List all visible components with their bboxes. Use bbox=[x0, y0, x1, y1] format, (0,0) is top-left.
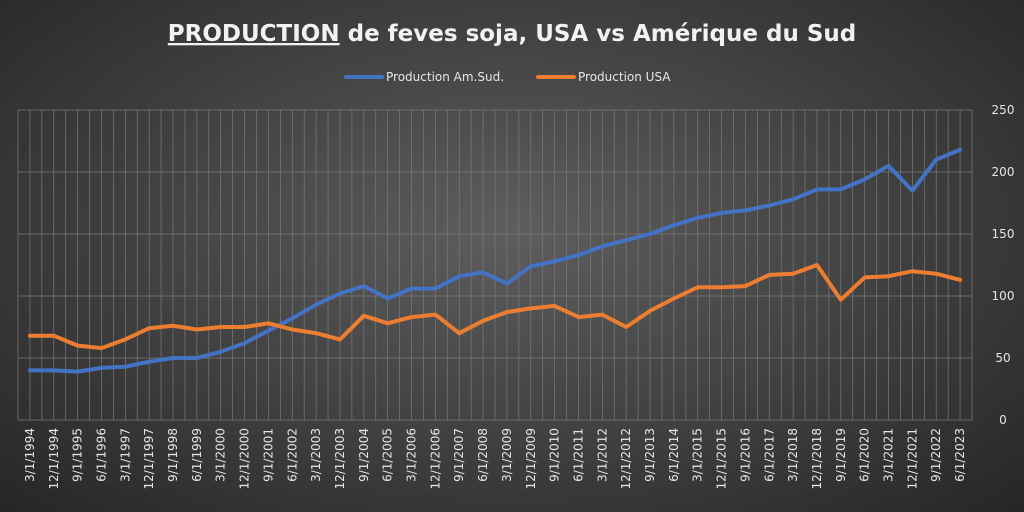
x-tick-label: 3/1/2000 bbox=[214, 428, 228, 482]
x-tick-label: 3/1/1994 bbox=[23, 428, 37, 482]
x-tick-label: 12/1/2003 bbox=[333, 428, 347, 490]
x-tick-label: 9/1/1995 bbox=[71, 428, 85, 482]
x-tick-label: 6/1/2002 bbox=[285, 428, 299, 482]
x-tick-label: 6/1/2014 bbox=[667, 428, 681, 482]
x-axis: 3/1/1994 12/1/1994 9/1/1995 6/1/1996 3/1/199… bbox=[23, 428, 967, 490]
x-tick-label: 3/1/2015 bbox=[691, 428, 705, 482]
x-tick-label: 6/1/1996 bbox=[94, 428, 108, 482]
y-tick-label: 150 bbox=[992, 227, 1015, 241]
x-tick-label: 6/1/2005 bbox=[381, 428, 395, 482]
x-tick-label: 12/1/2009 bbox=[524, 428, 538, 490]
plot-area bbox=[27, 147, 963, 374]
chart-title-main: PRODUCTION bbox=[168, 21, 340, 47]
grid bbox=[17, 109, 973, 421]
chart-title: PRODUCTION de feves soja, USA vs Amériqu… bbox=[168, 21, 856, 47]
x-tick-label: 9/1/2022 bbox=[929, 428, 943, 482]
x-tick-label: 3/1/2006 bbox=[405, 428, 419, 482]
x-tick-label: 9/1/2019 bbox=[834, 428, 848, 482]
x-tick-label: 12/1/2018 bbox=[810, 428, 824, 490]
x-tick-label: 3/1/2003 bbox=[309, 428, 323, 482]
y-axis: 0 50 100 150 200 250 bbox=[992, 103, 1015, 427]
x-tick-label: 3/1/2018 bbox=[786, 428, 800, 482]
x-tick-label: 9/1/2010 bbox=[548, 428, 562, 482]
y-tick-label: 250 bbox=[992, 103, 1015, 117]
x-tick-label: 12/1/2012 bbox=[619, 428, 633, 490]
x-tick-label: 9/1/2016 bbox=[738, 428, 752, 482]
series-line-usa bbox=[27, 263, 963, 351]
y-tick-label: 0 bbox=[999, 413, 1007, 427]
x-tick-label: 12/1/2006 bbox=[428, 428, 442, 490]
x-tick-label: 3/1/1997 bbox=[118, 428, 132, 482]
x-tick-label: 9/1/2001 bbox=[261, 428, 275, 482]
x-tick-label: 6/1/2011 bbox=[571, 428, 585, 482]
x-tick-label: 3/1/2009 bbox=[500, 428, 514, 482]
x-tick-label: 3/1/2021 bbox=[882, 428, 896, 482]
x-tick-label: 9/1/2013 bbox=[643, 428, 657, 482]
x-tick-label: 9/1/2004 bbox=[357, 428, 371, 482]
x-tick-label: 12/1/1997 bbox=[142, 428, 156, 490]
y-tick-label: 100 bbox=[992, 289, 1015, 303]
x-tick-label: 9/1/1998 bbox=[166, 428, 180, 482]
x-tick-label: 6/1/2017 bbox=[762, 428, 776, 482]
x-tick-label: 6/1/1999 bbox=[190, 428, 204, 482]
y-tick-label: 200 bbox=[992, 165, 1015, 179]
x-tick-label: 12/1/2015 bbox=[715, 428, 729, 490]
y-tick-label: 50 bbox=[995, 351, 1010, 365]
x-tick-label: 9/1/2007 bbox=[452, 428, 466, 482]
chart-title-rest: de feves soja, USA vs Amérique du Sud bbox=[340, 21, 857, 47]
x-tick-label: 3/1/2012 bbox=[595, 428, 609, 482]
legend: Production Am.Sud. Production USA bbox=[344, 70, 671, 84]
x-tick-label: 12/1/2000 bbox=[238, 428, 252, 490]
legend-label: Production Am.Sud. bbox=[386, 70, 504, 84]
legend-label: Production USA bbox=[578, 70, 671, 84]
x-tick-label: 12/1/2021 bbox=[905, 428, 919, 490]
x-tick-label: 6/1/2020 bbox=[858, 428, 872, 482]
x-tick-label: 6/1/2023 bbox=[953, 428, 967, 482]
series-line-am-sud bbox=[27, 147, 963, 374]
x-tick-label: 6/1/2008 bbox=[476, 428, 490, 482]
x-tick-label: 12/1/1994 bbox=[47, 428, 61, 490]
